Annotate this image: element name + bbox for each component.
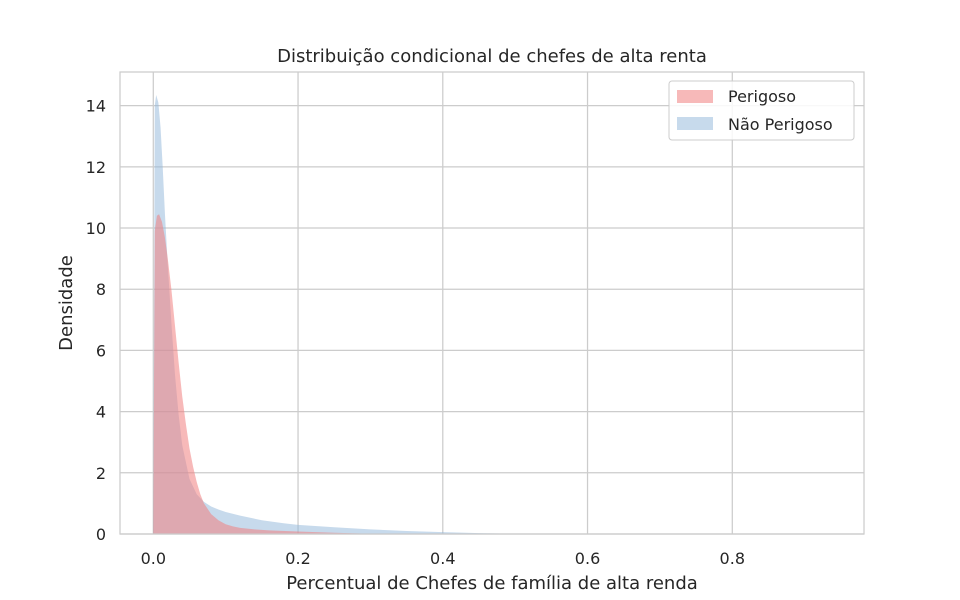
y-tick-label: 2: [96, 464, 106, 483]
legend-swatch-nao-perigoso: [677, 117, 713, 130]
x-tick-label: 0.6: [575, 549, 600, 568]
x-tick-label: 0.0: [141, 549, 166, 568]
density-area-perigoso: [153, 214, 393, 534]
y-axis-label: Densidade: [56, 255, 77, 351]
legend: Perigoso Não Perigoso: [668, 80, 855, 141]
plot-background: [120, 72, 864, 534]
y-tick-label: 10: [86, 219, 106, 238]
x-axis-label: Percentual de Chefes de família de alta …: [286, 573, 698, 594]
chart-title: Distribuição condicional de chefes de al…: [277, 46, 707, 67]
density-areas: [153, 94, 552, 534]
y-tick-label: 6: [96, 341, 106, 360]
x-tick-label: 0.8: [720, 549, 745, 568]
legend-swatch-perigoso: [677, 90, 713, 103]
y-tick-label: 0: [96, 525, 106, 544]
y-tick-labels: 0 2 4 6 8 10 12 14: [86, 97, 106, 544]
y-tick-label: 4: [96, 403, 106, 422]
x-tick-labels: 0.0 0.2 0.4 0.6 0.8: [141, 549, 745, 568]
legend-label-perigoso: Perigoso: [728, 87, 796, 106]
x-tick-label: 0.4: [430, 549, 455, 568]
legend-frame: [668, 80, 855, 141]
y-tick-label: 12: [86, 158, 106, 177]
x-tick-label: 0.2: [285, 549, 310, 568]
y-tick-label: 14: [86, 97, 106, 116]
y-tick-label: 8: [96, 280, 106, 299]
legend-label-nao-perigoso: Não Perigoso: [728, 115, 833, 134]
plot-frame: [119, 71, 865, 535]
